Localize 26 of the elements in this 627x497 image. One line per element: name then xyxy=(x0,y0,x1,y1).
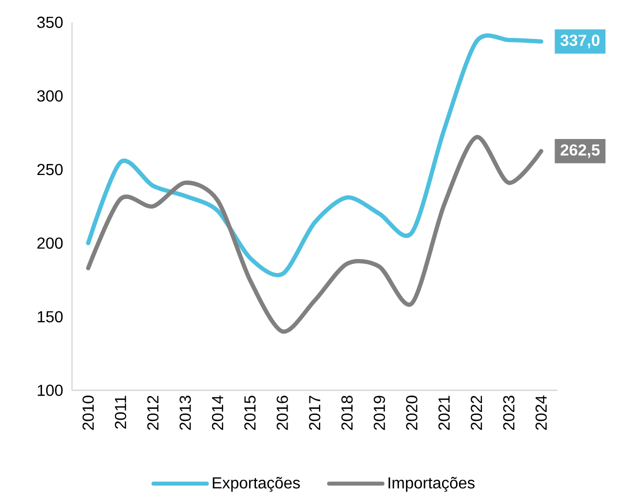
x-tick-label: 2021 xyxy=(438,396,450,430)
data-label: 262,5 xyxy=(560,144,600,158)
y-tick-label: 350 xyxy=(37,16,63,28)
x-tick-label: 2011 xyxy=(114,396,126,429)
y-tick-label: 200 xyxy=(37,237,63,249)
y-tick-label: 300 xyxy=(37,90,63,102)
legend-label: Exportações xyxy=(212,476,300,492)
x-tick-label: 2022 xyxy=(470,396,482,430)
y-tick-label: 250 xyxy=(37,164,63,176)
x-tick-label: 2015 xyxy=(244,396,256,430)
y-tick-label: 150 xyxy=(38,311,63,322)
line-series xyxy=(86,135,544,334)
x-tick-label: 2018 xyxy=(341,396,353,430)
legend-label: Importações xyxy=(388,476,475,492)
y-tick-label: 100 xyxy=(38,384,63,396)
x-tick-label: 2019 xyxy=(374,396,386,430)
x-tick-label: 2013 xyxy=(180,396,191,430)
x-tick-label: 2014 xyxy=(212,396,224,430)
x-tick-label: 2010 xyxy=(82,396,94,430)
x-tick-label: 2023 xyxy=(503,396,514,430)
x-tick-label: 2017 xyxy=(309,396,320,430)
data-label: 337,0 xyxy=(560,34,600,48)
x-tick-label: 2020 xyxy=(406,396,418,430)
x-tick-label: 2016 xyxy=(276,396,288,430)
x-tick-label: 2012 xyxy=(147,396,159,430)
x-tick-label: 2024 xyxy=(536,396,547,430)
